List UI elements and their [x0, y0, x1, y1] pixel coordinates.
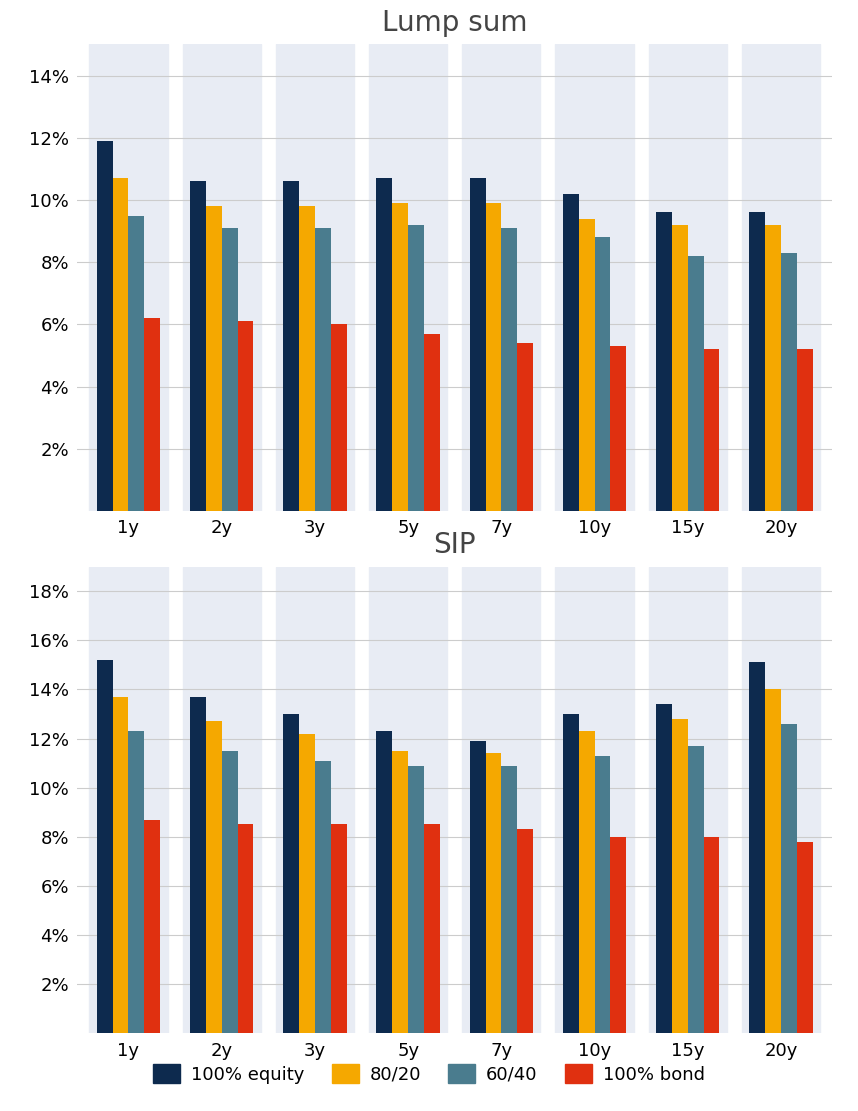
Bar	[688, 745, 704, 1033]
Bar	[501, 228, 517, 511]
Bar	[377, 731, 392, 1033]
Bar	[315, 228, 331, 511]
Bar	[765, 224, 781, 511]
Bar	[469, 741, 486, 1033]
Bar	[704, 837, 720, 1033]
Bar	[112, 697, 129, 1033]
Bar	[672, 719, 688, 1033]
Bar	[517, 830, 533, 1033]
Bar	[331, 824, 347, 1033]
Bar	[377, 178, 392, 511]
Bar	[563, 714, 578, 1033]
Bar	[238, 321, 253, 511]
Bar	[299, 733, 315, 1033]
Bar	[283, 181, 299, 511]
Bar	[517, 343, 533, 511]
Bar	[144, 318, 160, 511]
Bar	[797, 842, 813, 1033]
Bar	[315, 761, 331, 1033]
Bar	[462, 567, 541, 1033]
Bar	[578, 731, 595, 1033]
Bar	[563, 193, 578, 511]
Bar	[424, 333, 440, 511]
Bar	[578, 219, 595, 511]
Bar	[595, 238, 610, 511]
Bar	[610, 837, 626, 1033]
Bar	[656, 212, 672, 511]
Legend: 100% equity, 80/20, 60/40, 100% bond: 100% equity, 80/20, 60/40, 100% bond	[146, 1057, 712, 1091]
Bar	[501, 765, 517, 1033]
Bar	[275, 567, 354, 1033]
Bar	[408, 224, 424, 511]
Bar	[649, 44, 727, 511]
Bar	[221, 228, 238, 511]
Bar	[144, 820, 160, 1033]
Bar	[469, 178, 486, 511]
Bar	[129, 731, 144, 1033]
Bar	[672, 224, 688, 511]
Bar	[369, 567, 447, 1033]
Bar	[555, 44, 634, 511]
Bar	[283, 714, 299, 1033]
Bar	[781, 253, 797, 511]
Bar	[610, 347, 626, 511]
Bar	[89, 44, 167, 511]
Bar	[765, 690, 781, 1033]
Bar	[206, 207, 221, 511]
Title: SIP: SIP	[433, 531, 476, 559]
Bar	[595, 755, 610, 1033]
Bar	[238, 824, 253, 1033]
Bar	[392, 203, 408, 511]
Bar	[183, 567, 261, 1033]
Bar	[190, 181, 206, 511]
Bar	[392, 751, 408, 1033]
Bar	[424, 824, 440, 1033]
Bar	[749, 662, 765, 1033]
Title: Lump sum: Lump sum	[382, 9, 528, 37]
Bar	[299, 207, 315, 511]
Bar	[331, 324, 347, 511]
Bar	[97, 141, 112, 511]
Bar	[649, 567, 727, 1033]
Bar	[656, 704, 672, 1033]
Bar	[555, 567, 634, 1033]
Bar	[462, 44, 541, 511]
Bar	[781, 723, 797, 1033]
Bar	[190, 697, 206, 1033]
Bar	[97, 660, 112, 1033]
Bar	[206, 721, 221, 1033]
Bar	[408, 765, 424, 1033]
Bar	[221, 751, 238, 1033]
Bar	[129, 216, 144, 511]
Bar	[112, 178, 129, 511]
Bar	[89, 567, 167, 1033]
Bar	[797, 349, 813, 511]
Bar	[749, 212, 765, 511]
Bar	[742, 44, 820, 511]
Bar	[688, 256, 704, 511]
Bar	[486, 203, 501, 511]
Bar	[369, 44, 447, 511]
Bar	[275, 44, 354, 511]
Bar	[704, 349, 720, 511]
Bar	[742, 567, 820, 1033]
Bar	[486, 753, 501, 1033]
Bar	[183, 44, 261, 511]
